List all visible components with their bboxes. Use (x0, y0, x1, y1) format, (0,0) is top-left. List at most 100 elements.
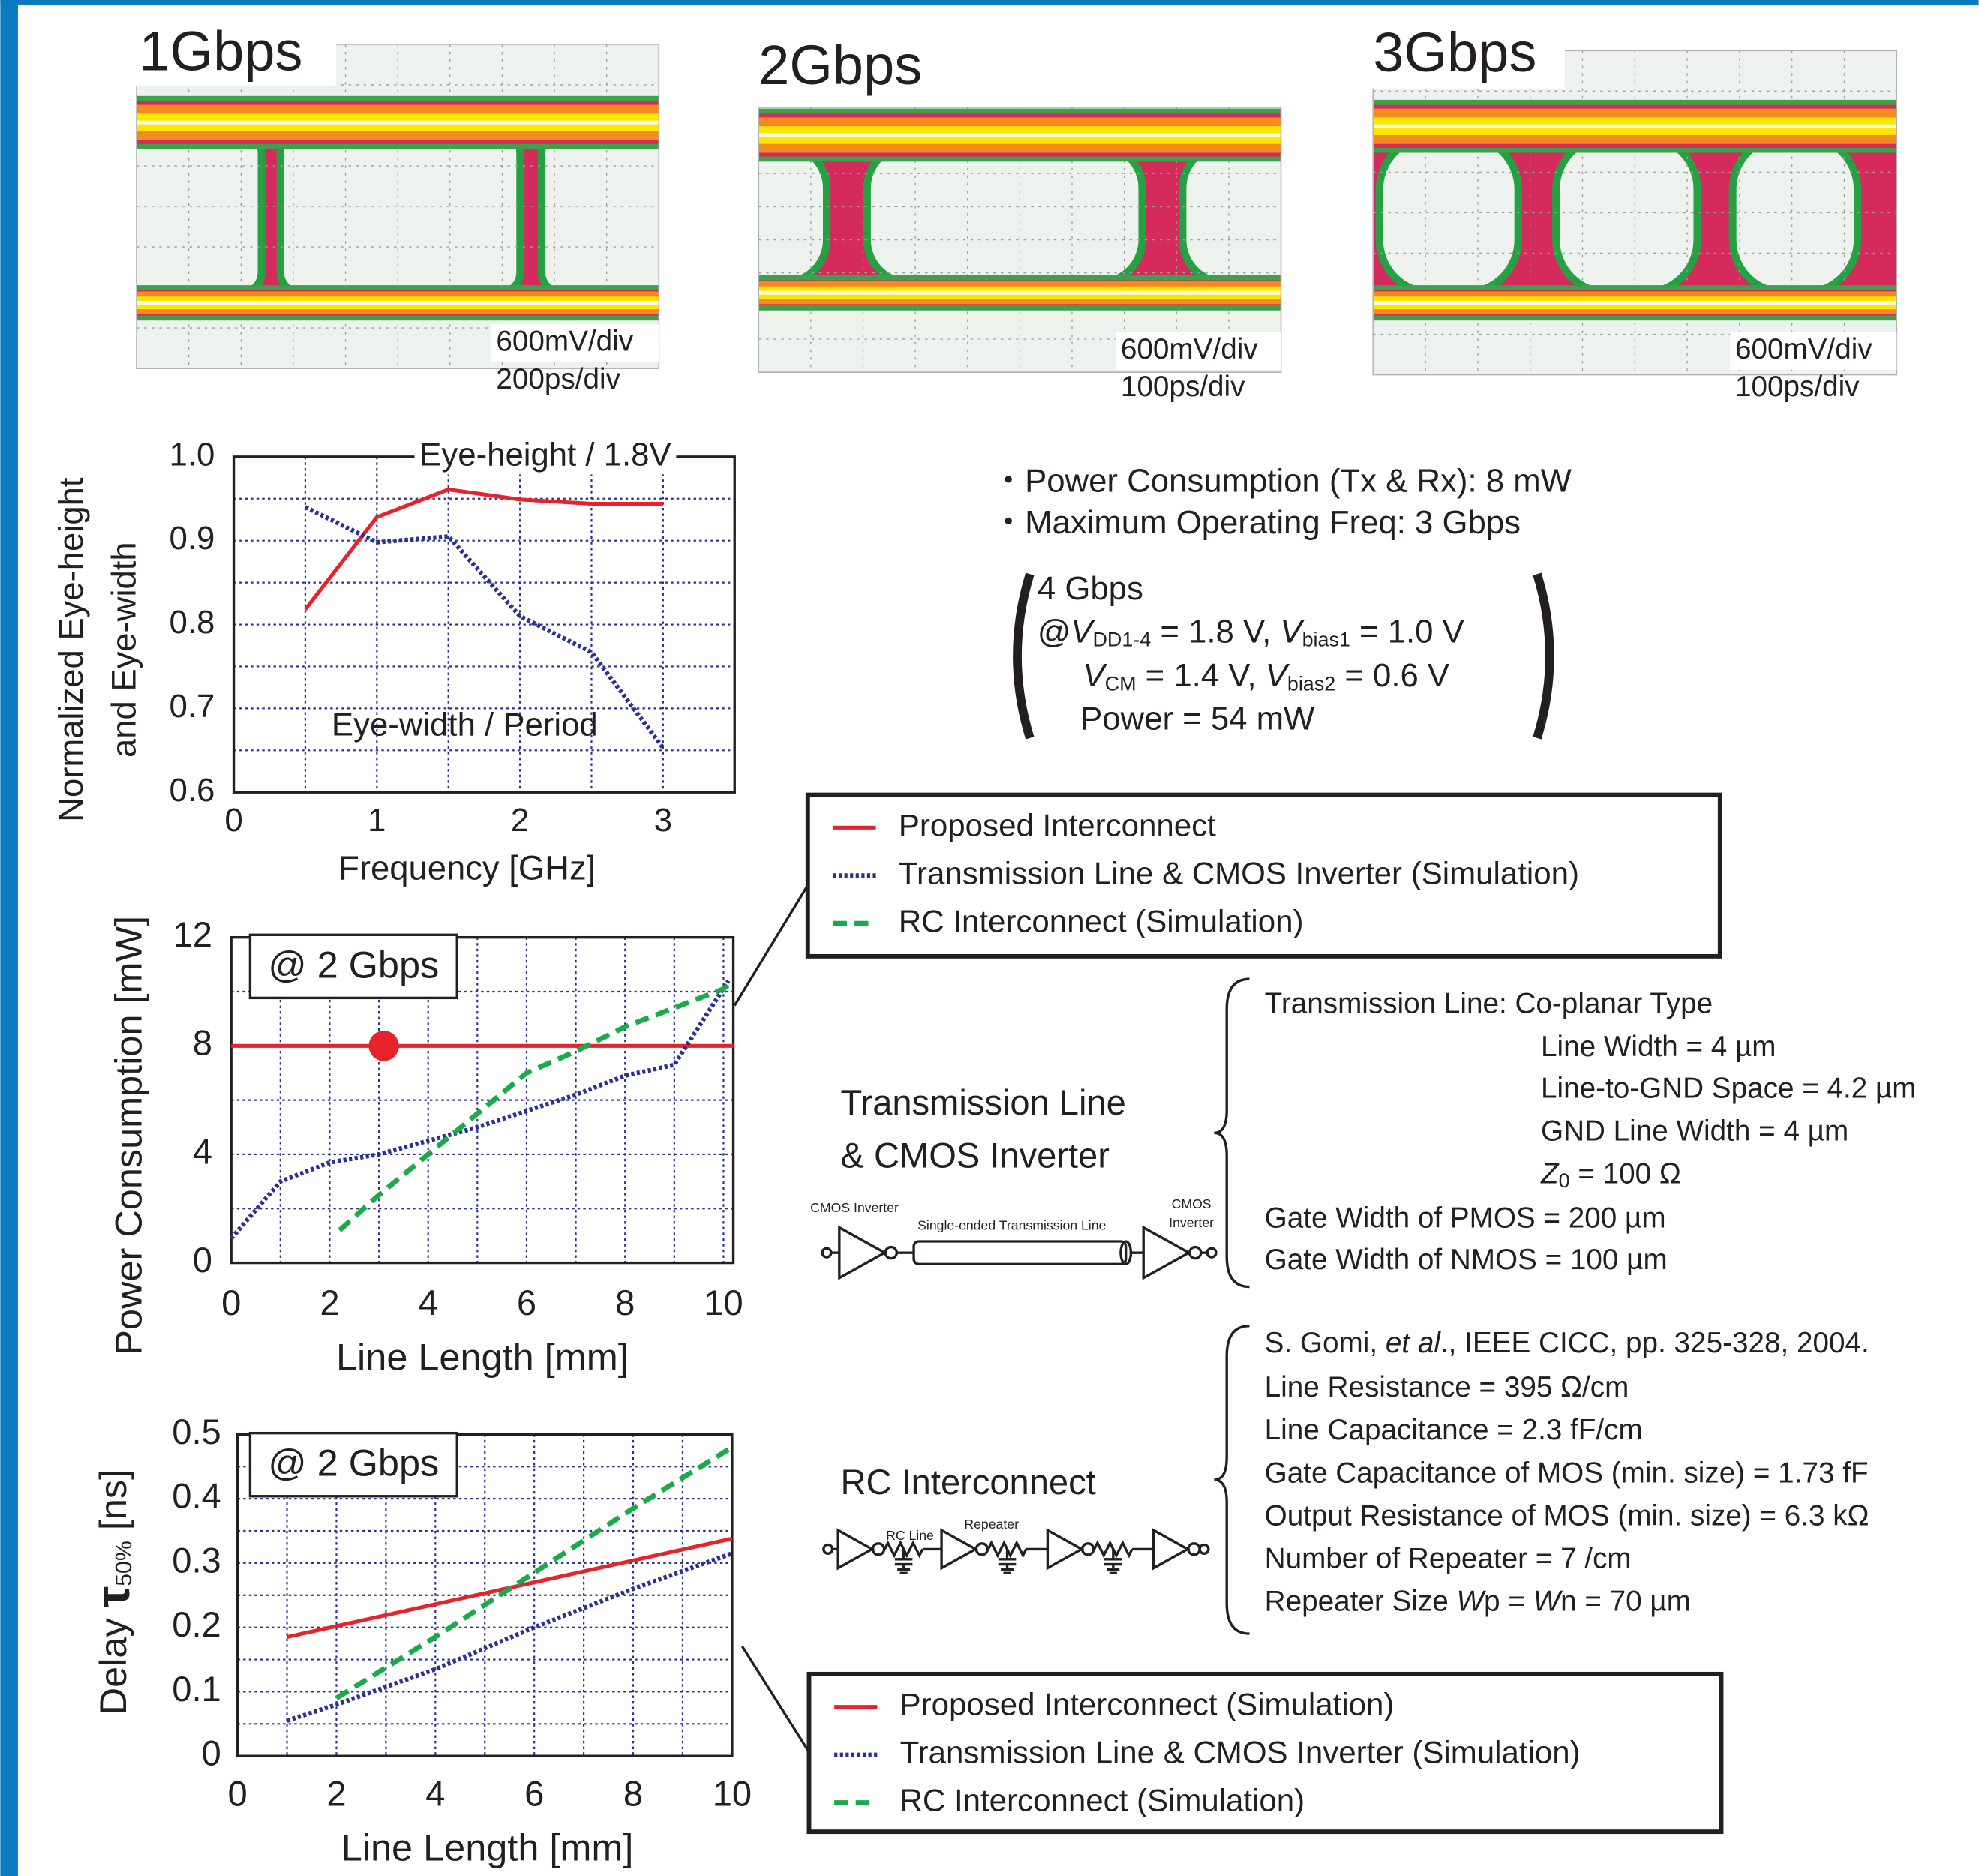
text: = 1.0 V (1350, 613, 1464, 650)
eye-label: 3Gbps (1373, 21, 1536, 83)
text: Z (1540, 1158, 1560, 1190)
y-axis-title-part: 50% (112, 1541, 137, 1586)
y-axis-title: Normalized Eye-height (52, 477, 90, 822)
x-tick-label: 3 (654, 802, 672, 839)
y-tick-label: 0 (193, 1240, 212, 1280)
y-tick-label: 0.3 (172, 1540, 221, 1580)
subscript: bias2 (1287, 672, 1335, 695)
y-axis-title: and Eye-width (105, 542, 143, 758)
section-title: & CMOS Inverter (841, 1135, 1110, 1175)
y-tick-label: 8 (193, 1023, 212, 1063)
text: p = (1484, 1586, 1533, 1618)
x-tick-label: 4 (425, 1773, 445, 1813)
y-axis-title-part: [ns] (92, 1469, 134, 1541)
param: Number of Repeater = 7 /cm (1265, 1543, 1632, 1575)
x-tick-label: 8 (615, 1283, 635, 1322)
text: V (1266, 657, 1290, 694)
y-tick-label: 0.2 (172, 1604, 221, 1644)
diagram-label: Repeater (964, 1517, 1019, 1532)
subscript: DD1-4 (1092, 629, 1151, 651)
legend-label: Proposed Interconnect (899, 807, 1216, 842)
text: = 100 Ω (1570, 1158, 1681, 1190)
scale-label: 200ps/div (496, 363, 620, 395)
x-tick-label: 10 (704, 1283, 743, 1322)
text: = 1.8 V, (1151, 613, 1280, 650)
x-tick-label: 6 (524, 1773, 544, 1813)
param: Repeater Size Wp = Wn = 70 µm (1265, 1586, 1691, 1618)
text: V (1071, 613, 1095, 650)
y-tick-label: 0.6 (170, 772, 215, 809)
x-tick-label: 0 (227, 1773, 247, 1813)
eye-opening (1380, 137, 1518, 293)
y-tick-label: 4 (193, 1131, 212, 1171)
param: Gate Width of NMOS = 100 µm (1265, 1244, 1668, 1276)
x-tick-label: 4 (419, 1283, 438, 1322)
diagram-label: CMOS Inverter (810, 1200, 899, 1215)
subscript: CM (1105, 672, 1137, 695)
x-tick-label: 0 (224, 802, 242, 839)
param: Output Resistance of MOS (min. size) = 6… (1265, 1500, 1869, 1532)
param: S. Gomi, et al., IEEE CICC, pp. 325-328,… (1265, 1327, 1869, 1359)
x-tick-label: 2 (511, 802, 529, 839)
legend-label: RC Interconnect (Simulation) (899, 903, 1304, 938)
param: Gate Capacitance of MOS (min. size) = 1.… (1265, 1457, 1869, 1489)
text: 4 Gbps (1038, 570, 1143, 607)
scale-label: 600mV/div (1121, 333, 1258, 365)
text: = 1.4 V, (1136, 657, 1265, 694)
x-axis-title: Line Length [mm] (336, 1335, 629, 1378)
y-tick-label: 0.4 (172, 1476, 221, 1516)
condition-line: 4 Gbps (1038, 570, 1143, 607)
eye-diagram (114, 44, 682, 368)
y-tick-label: 0.1 (172, 1669, 221, 1709)
series-label: Eye-width / Period (332, 706, 598, 743)
y-axis-title-part: τ (86, 1586, 140, 1608)
x-tick-label: 2 (320, 1283, 339, 1322)
band-center (137, 301, 659, 305)
section-title: RC Interconnect (841, 1462, 1096, 1502)
diagram-label: RC Line (886, 1528, 934, 1543)
y-tick-label: 0.5 (172, 1412, 221, 1451)
param: GND Line Width = 4 µm (1541, 1115, 1848, 1148)
eye-label: 2Gbps (758, 34, 922, 96)
legend-label: RC Interconnect (Simulation) (900, 1783, 1305, 1818)
side-bar (0, 0, 18, 1876)
band-center (1373, 125, 1896, 128)
y-tick-label: 0.7 (170, 688, 215, 725)
x-tick-label: 10 (713, 1773, 752, 1813)
top-bar (0, 0, 1978, 5)
bullet: ・Maximum Operating Freq: 3 Gbps (992, 504, 1521, 541)
eye-opening (867, 145, 1143, 282)
y-tick-label: 1.0 (170, 436, 215, 473)
text: Power = 54 mW (1080, 700, 1315, 737)
text: = 0.6 V (1335, 657, 1449, 694)
condition-line: Power = 54 mW (1080, 700, 1315, 737)
param: Line Capacitance = 2.3 fF/cm (1265, 1414, 1643, 1446)
marker (368, 1031, 398, 1061)
section-title: Transmission Line (841, 1082, 1126, 1122)
band-center (1373, 301, 1896, 305)
band-center (758, 133, 1281, 137)
param: Gate Width of PMOS = 200 µm (1265, 1202, 1666, 1235)
y-axis-title-part: Delay (92, 1607, 134, 1715)
band-center (758, 291, 1281, 295)
legend-label: Transmission Line & CMOS Inverter (Simul… (899, 855, 1579, 890)
diagram-label: Single-ended Transmission Line (917, 1217, 1106, 1232)
bullet: ・Power Consumption (Tx & Rx): 8 mW (992, 463, 1572, 500)
legend-label: Transmission Line & CMOS Inverter (Simul… (900, 1735, 1581, 1770)
diagram-label: CMOS (1172, 1196, 1212, 1211)
y-tick-label: 0 (202, 1733, 221, 1773)
annotation: @ 2 Gbps (268, 943, 439, 986)
text: W (1456, 1586, 1486, 1618)
scale-label: 600mV/div (1735, 333, 1872, 365)
x-axis-title: Line Length [mm] (341, 1826, 634, 1869)
diagram-label: Inverter (1169, 1215, 1214, 1230)
eye-opening (281, 133, 521, 293)
eye-label: 1Gbps (139, 20, 302, 83)
text: W (1533, 1586, 1563, 1618)
eye-opening (1556, 137, 1697, 293)
text: S. Gomi, (1265, 1327, 1386, 1359)
eye-diagram (1373, 50, 1896, 374)
y-tick-label: 0.8 (170, 604, 215, 641)
param: Line Resistance = 395 Ω/cm (1265, 1371, 1629, 1403)
x-tick-label: 6 (517, 1283, 536, 1322)
